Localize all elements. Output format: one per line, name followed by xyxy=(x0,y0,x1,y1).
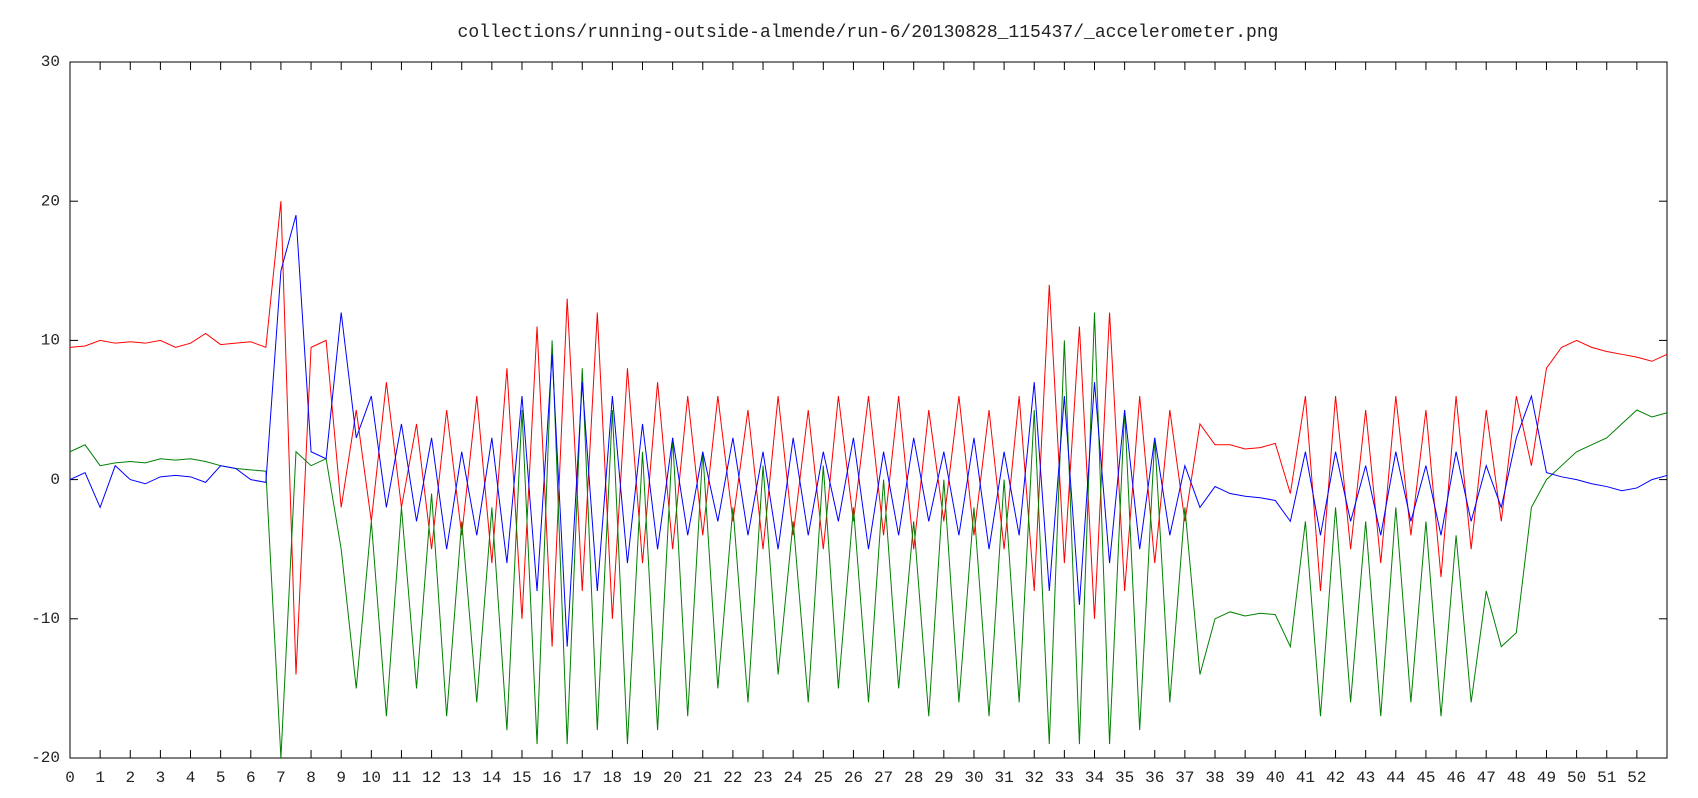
x-tick-label: 45 xyxy=(1416,769,1435,787)
x-tick-label: 2 xyxy=(125,769,135,787)
x-tick-label: 50 xyxy=(1567,769,1586,787)
y-tick-label: 10 xyxy=(41,332,60,350)
x-tick-label: 24 xyxy=(784,769,803,787)
x-tick-label: 39 xyxy=(1236,769,1255,787)
x-tick-label: 9 xyxy=(336,769,346,787)
x-tick-label: 27 xyxy=(874,769,893,787)
x-tick-label: 47 xyxy=(1477,769,1496,787)
x-tick-label: 35 xyxy=(1115,769,1134,787)
x-tick-label: 5 xyxy=(216,769,226,787)
x-tick-label: 22 xyxy=(723,769,742,787)
x-tick-label: 0 xyxy=(65,769,75,787)
x-tick-label: 34 xyxy=(1085,769,1104,787)
x-tick-label: 18 xyxy=(603,769,622,787)
x-tick-label: 25 xyxy=(814,769,833,787)
x-tick-label: 11 xyxy=(392,769,411,787)
x-tick-label: 3 xyxy=(156,769,166,787)
x-tick-label: 38 xyxy=(1205,769,1224,787)
x-tick-label: 42 xyxy=(1326,769,1345,787)
x-tick-label: 40 xyxy=(1266,769,1285,787)
x-tick-label: 31 xyxy=(994,769,1013,787)
data-line xyxy=(69,312,1668,759)
x-tick-label: 7 xyxy=(276,769,286,787)
x-tick-label: 13 xyxy=(452,769,471,787)
x-tick-label: 44 xyxy=(1386,769,1405,787)
x-tick-label: 10 xyxy=(362,769,381,787)
x-tick-label: 46 xyxy=(1446,769,1465,787)
x-tick-label: 6 xyxy=(246,769,256,787)
x-tick-label: 19 xyxy=(633,769,652,787)
x-tick-label: 21 xyxy=(693,769,712,787)
y-tick-label: -10 xyxy=(31,610,60,628)
x-tick-label: 26 xyxy=(844,769,863,787)
x-tick-label: 30 xyxy=(964,769,983,787)
x-tick-label: 12 xyxy=(422,769,441,787)
x-tick-label: 36 xyxy=(1145,769,1164,787)
x-tick-label: 51 xyxy=(1597,769,1616,787)
x-tick-label: 28 xyxy=(904,769,923,787)
y-tick-label: 30 xyxy=(41,53,60,71)
x-tick-label: 29 xyxy=(934,769,953,787)
x-tick-label: 48 xyxy=(1507,769,1526,787)
y-tick-label: 0 xyxy=(50,471,60,489)
x-tick-label: 20 xyxy=(663,769,682,787)
x-tick-label: 49 xyxy=(1537,769,1556,787)
data-line xyxy=(69,214,1668,647)
plot-border xyxy=(69,61,1668,759)
x-tick-label: 32 xyxy=(1025,769,1044,787)
y-tick-label: -20 xyxy=(31,749,60,767)
x-tick-label: 14 xyxy=(482,769,501,787)
x-tick-label: 4 xyxy=(186,769,196,787)
y-tick-label: 20 xyxy=(41,192,60,210)
x-tick-label: 43 xyxy=(1356,769,1375,787)
x-tick-label: 15 xyxy=(512,769,531,787)
x-tick-label: 16 xyxy=(543,769,562,787)
x-tick-label: 41 xyxy=(1296,769,1315,787)
data-line xyxy=(69,201,1668,675)
x-tick-label: 17 xyxy=(573,769,592,787)
x-tick-label: 33 xyxy=(1055,769,1074,787)
x-tick-label: 37 xyxy=(1175,769,1194,787)
chart-title: collections/running-outside-almende/run-… xyxy=(458,23,1279,43)
x-tick-label: 8 xyxy=(306,769,316,787)
x-tick-label: 1 xyxy=(95,769,105,787)
x-tick-label: 23 xyxy=(753,769,772,787)
x-tick-label: 52 xyxy=(1627,769,1646,787)
